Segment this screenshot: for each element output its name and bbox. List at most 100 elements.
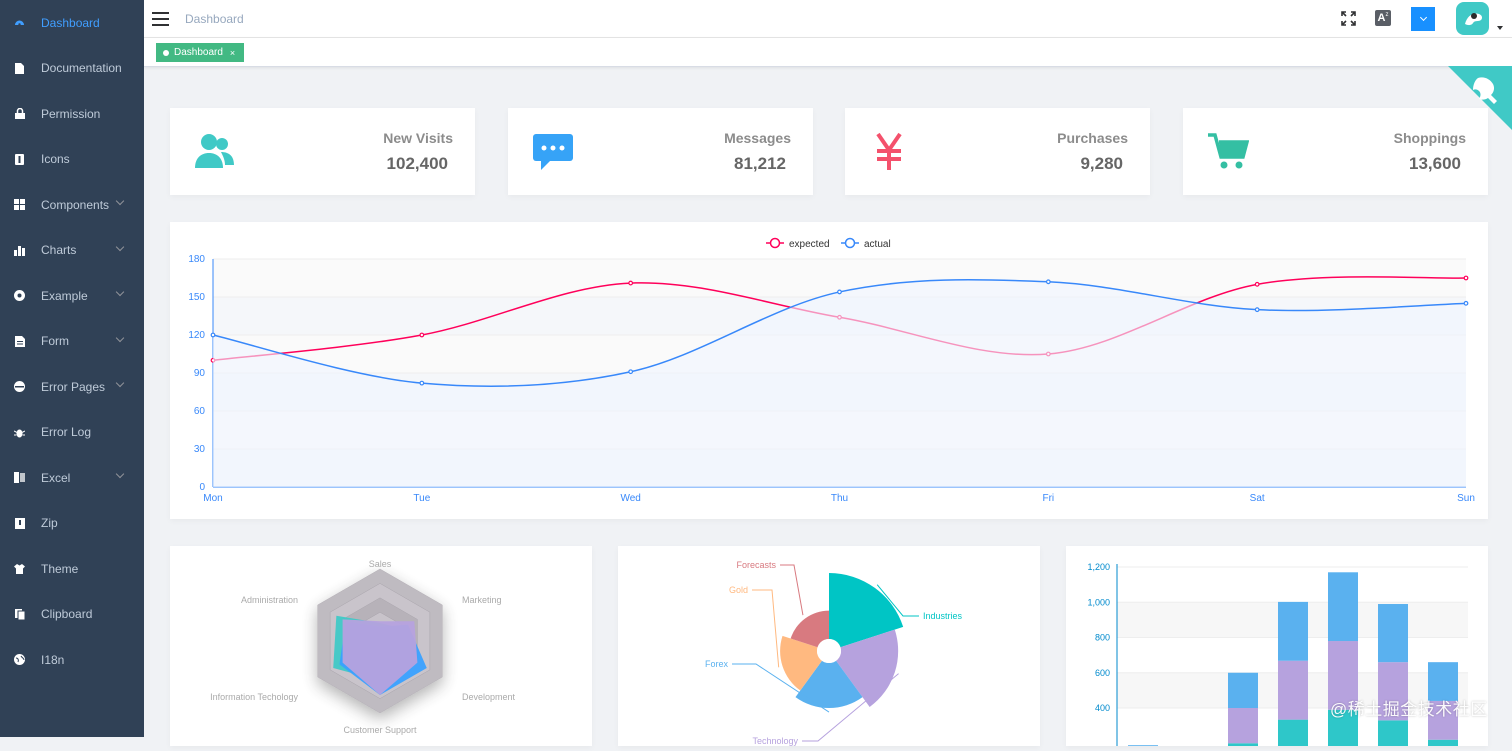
- legend-item-expected[interactable]: expected: [766, 237, 830, 251]
- sidebar-item-components[interactable]: Components: [0, 182, 144, 227]
- data-point-expected[interactable]: [1463, 275, 1469, 281]
- bar-pageC-thu[interactable]: [1278, 601, 1308, 661]
- legend-item-actual[interactable]: actual: [841, 237, 891, 251]
- stat-card-new-visits[interactable]: New Visits 102,400: [170, 108, 475, 195]
- data-point-expected[interactable]: [419, 332, 425, 338]
- y-tick-label: 180: [188, 254, 205, 265]
- sidebar-item-error-log[interactable]: Error Log: [0, 410, 144, 455]
- data-point-expected[interactable]: [628, 280, 634, 286]
- sidebar-item-label: Excel: [41, 470, 71, 485]
- sidebar-item-zip[interactable]: Zip: [0, 501, 144, 546]
- sidebar-item-theme[interactable]: Theme: [0, 546, 144, 591]
- tag-label: Dashboard: [174, 47, 223, 58]
- grid-icon: [14, 199, 25, 210]
- radar-indicator-label: Sales: [369, 559, 392, 569]
- globe-icon: [14, 654, 25, 665]
- sidebar-item-example[interactable]: Example: [0, 273, 144, 318]
- sidebar-item-label: Documentation: [41, 61, 122, 75]
- y-tick-label: 60: [194, 406, 206, 417]
- grid-band: [1117, 567, 1468, 603]
- bar-pageB-sat[interactable]: [1378, 662, 1408, 721]
- excel-icon: [14, 472, 25, 483]
- bar-pageC-wed[interactable]: [1228, 672, 1258, 708]
- bar-pageB-fri[interactable]: [1328, 641, 1358, 710]
- dashboard-icon: [14, 17, 25, 28]
- sidebar-item-icons[interactable]: Icons: [0, 137, 144, 182]
- pie-label: Forecasts: [736, 560, 776, 570]
- chevron-down-icon: [115, 333, 125, 342]
- bar-pageB-wed[interactable]: [1228, 708, 1258, 744]
- tag-close-icon[interactable]: ×: [229, 47, 236, 58]
- data-point-actual[interactable]: [1254, 307, 1260, 313]
- radar-series-2[interactable]: [342, 619, 418, 695]
- sidebar-item-form[interactable]: Form: [0, 319, 144, 364]
- x-tick-label: Fri: [1042, 493, 1054, 504]
- data-point-actual[interactable]: [628, 369, 634, 375]
- text-size-label: A: [1377, 12, 1386, 24]
- tag-dashboard[interactable]: Dashboard ×: [156, 43, 245, 62]
- pie-slice-forecasts[interactable]: [790, 610, 829, 648]
- pie-label: Industries: [923, 611, 963, 621]
- pie-label-line: [876, 584, 919, 617]
- data-point-actual[interactable]: [1045, 279, 1051, 285]
- pie-center-hole: [817, 639, 841, 663]
- sidebar-item-i18n[interactable]: I18n: [0, 637, 144, 682]
- theme-picker-button[interactable]: [1411, 7, 1435, 31]
- stat-card-purchases[interactable]: Purchases 9,280: [845, 108, 1150, 195]
- bar-pageC-sun[interactable]: [1428, 662, 1458, 701]
- bar-pageA-sun[interactable]: [1428, 739, 1458, 751]
- breadcrumb[interactable]: Dashboard: [185, 12, 244, 26]
- legend-marker: [844, 237, 856, 249]
- x-tick-label: Wed: [620, 493, 640, 504]
- sidebar-item-label: Charts: [41, 243, 77, 257]
- pie-label-line: [780, 564, 804, 616]
- sidebar-item-excel[interactable]: Excel: [0, 455, 144, 500]
- bar-pageC-fri[interactable]: [1328, 572, 1358, 642]
- pie-slice-gold[interactable]: [780, 635, 822, 691]
- legend-label: expected: [789, 239, 830, 250]
- stat-card-shoppings[interactable]: Shoppings 13,600: [1183, 108, 1488, 195]
- fullscreen-icon[interactable]: [1341, 11, 1356, 26]
- icon-icon: [14, 153, 25, 165]
- sidebar-item-permission[interactable]: Permission: [0, 91, 144, 136]
- pie-chart-card: Industries Technology Forex Gold Forecasts: [618, 546, 1040, 746]
- radar-chart-card: Sales Marketing Development Customer Suppor…: [170, 546, 592, 746]
- bar-pageA-thu[interactable]: [1278, 719, 1308, 751]
- github-corner-icon[interactable]: [1448, 66, 1512, 130]
- hamburger-icon[interactable]: [152, 12, 169, 26]
- data-point-actual[interactable]: [210, 332, 216, 338]
- stat-card-messages[interactable]: Messages 81,212: [508, 108, 813, 195]
- text-size-sup: z: [1385, 12, 1389, 18]
- lock-icon: [14, 108, 25, 119]
- bar-pageC-mon[interactable]: [1128, 745, 1158, 751]
- radar-indicator-label: Information Techology: [210, 692, 298, 702]
- avatar-caret-icon[interactable]: [1497, 26, 1503, 30]
- series-area-actual: [213, 279, 1466, 487]
- chevron-down-icon: [115, 378, 125, 388]
- pie-slice-forex[interactable]: [795, 660, 863, 709]
- sidebar-item-documentation[interactable]: Documentation: [0, 46, 144, 91]
- form-icon: [14, 335, 25, 347]
- bar-pageC-sat[interactable]: [1378, 604, 1408, 663]
- bar-pageB-sun[interactable]: [1428, 700, 1458, 740]
- stat-label: Shoppings: [1393, 130, 1466, 146]
- avatar[interactable]: [1456, 2, 1489, 35]
- bar-pageA-sat[interactable]: [1378, 720, 1408, 751]
- pie-slice-industries[interactable]: [829, 573, 904, 648]
- bar-pageA-wed[interactable]: [1228, 743, 1258, 751]
- data-point-actual[interactable]: [1463, 300, 1469, 306]
- data-point-expected[interactable]: [1254, 281, 1260, 287]
- bug-icon: [14, 427, 25, 438]
- sidebar-item-label: I18n: [41, 652, 65, 667]
- bar-chart: 400 600 800 1,000 1,200: [1087, 562, 1468, 751]
- sidebar-item-clipboard[interactable]: Clipboard: [0, 592, 144, 637]
- data-point-actual[interactable]: [837, 289, 842, 295]
- pie-slice-technology[interactable]: [836, 629, 899, 707]
- sidebar-item-charts[interactable]: Charts: [0, 228, 144, 273]
- bar-pageB-thu[interactable]: [1278, 660, 1308, 720]
- sidebar-item-error-pages[interactable]: Error Pages: [0, 364, 144, 409]
- sidebar-item-dashboard[interactable]: Dashboard: [0, 0, 144, 45]
- data-point-actual[interactable]: [419, 380, 425, 386]
